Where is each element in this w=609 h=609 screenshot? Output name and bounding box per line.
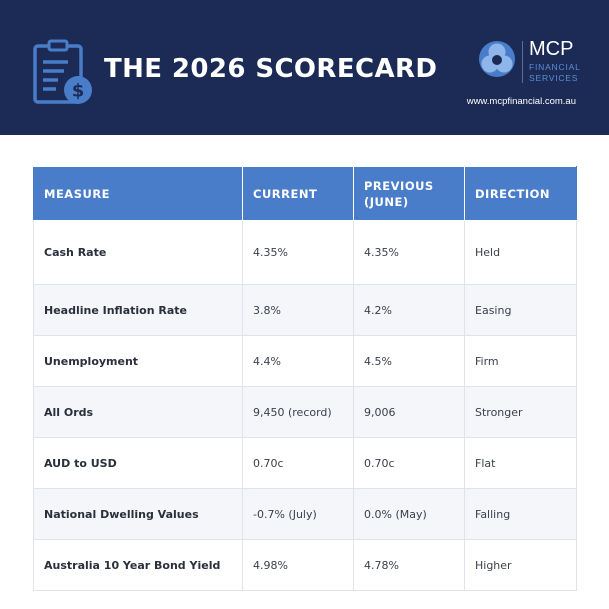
current-cell: 9,450 (record) — [242, 386, 354, 438]
table-row: Cash Rate 4.35% 4.35% Held — [33, 220, 577, 285]
previous-cell: 9,006 — [353, 386, 465, 438]
current-cell: 4.98% — [242, 539, 354, 591]
column-header-previous: PREVIOUS (JUNE) — [353, 166, 465, 221]
measure-cell: Cash Rate — [33, 220, 243, 285]
direction-cell: Falling — [464, 488, 577, 540]
table-header-row: MEASURE CURRENT PREVIOUS (JUNE) DIRECTIO… — [33, 166, 577, 221]
direction-cell: Higher — [464, 539, 577, 591]
direction-cell: Flat — [464, 437, 577, 489]
logo-subtitle-line2: SERVICES — [529, 73, 579, 83]
previous-cell: 0.0% (May) — [353, 488, 465, 540]
table-row: National Dwelling Values -0.7% (July) 0.… — [33, 488, 577, 540]
table-row: AUD to USD 0.70c 0.70c Flat — [33, 437, 577, 489]
svg-text:$: $ — [72, 81, 85, 102]
measure-cell: Unemployment — [33, 335, 243, 387]
current-cell: -0.7% (July) — [242, 488, 354, 540]
mcp-logo-icon — [479, 41, 515, 77]
direction-cell: Easing — [464, 284, 577, 336]
column-header-direction: DIRECTION — [464, 166, 577, 221]
previous-cell: 0.70c — [353, 437, 465, 489]
current-cell: 0.70c — [242, 437, 354, 489]
table-row: All Ords 9,450 (record) 9,006 Stronger — [33, 386, 577, 438]
direction-cell: Firm — [464, 335, 577, 387]
current-cell: 4.35% — [242, 220, 354, 285]
table-row: Australia 10 Year Bond Yield 4.98% 4.78%… — [33, 539, 577, 591]
logo-divider — [522, 41, 523, 83]
direction-cell: Stronger — [464, 386, 577, 438]
measure-cell: National Dwelling Values — [33, 488, 243, 540]
previous-cell: 4.5% — [353, 335, 465, 387]
website-link[interactable]: www.mcpfinancial.com.au — [466, 96, 576, 107]
measure-cell: Australia 10 Year Bond Yield — [33, 539, 243, 591]
page-title: THE 2026 SCORECARD — [104, 54, 438, 84]
column-header-current: CURRENT — [242, 166, 354, 221]
clipboard-dollar-icon: $ — [33, 39, 92, 104]
measure-cell: AUD to USD — [33, 437, 243, 489]
current-cell: 3.8% — [242, 284, 354, 336]
measure-cell: All Ords — [33, 386, 243, 438]
current-cell: 4.4% — [242, 335, 354, 387]
header-banner: $ THE 2026 SCORECARD MCP FINANCIAL SERVI… — [0, 0, 609, 135]
measure-cell: Headline Inflation Rate — [33, 284, 243, 336]
mcp-logo[interactable]: MCP FINANCIAL SERVICES — [478, 38, 584, 90]
logo-name: MCP — [529, 38, 574, 60]
previous-cell: 4.2% — [353, 284, 465, 336]
previous-cell: 4.78% — [353, 539, 465, 591]
table-row: Unemployment 4.4% 4.5% Firm — [33, 335, 577, 387]
direction-cell: Held — [464, 220, 577, 285]
table-row: Headline Inflation Rate 3.8% 4.2% Easing — [33, 284, 577, 336]
column-header-measure: MEASURE — [33, 166, 243, 221]
scorecard-table: MEASURE CURRENT PREVIOUS (JUNE) DIRECTIO… — [33, 166, 577, 591]
logo-subtitle-line1: FINANCIAL — [529, 62, 581, 72]
previous-cell: 4.35% — [353, 220, 465, 285]
